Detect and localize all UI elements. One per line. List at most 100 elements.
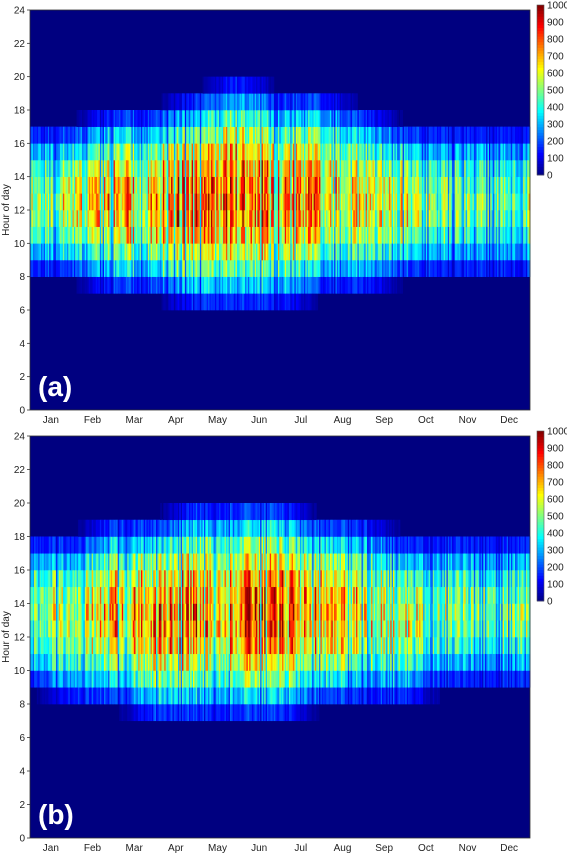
heatmap-cell	[339, 260, 342, 277]
heatmap-cell	[217, 126, 220, 144]
heatmap-cell	[251, 226, 254, 244]
heatmap-cell	[110, 637, 113, 655]
heatmap-cell	[488, 243, 491, 261]
heatmap-cell	[130, 603, 132, 621]
heatmap-cell	[508, 260, 510, 277]
heatmap-cell	[435, 143, 438, 161]
heatmap-cell	[56, 536, 58, 554]
heatmap-cell	[439, 160, 442, 177]
heatmap-cell	[365, 243, 368, 261]
heatmap-cell	[76, 603, 79, 621]
heatmap-cell	[51, 210, 54, 227]
heatmap-cell	[161, 243, 164, 261]
heatmap-cell	[135, 126, 138, 144]
heatmap-cell	[391, 126, 394, 144]
heatmap-cell	[316, 260, 319, 277]
heatmap-cell	[131, 570, 134, 588]
heatmap-cell	[57, 670, 60, 688]
heatmap-cell	[58, 570, 61, 588]
heatmap-cell	[469, 126, 472, 144]
heatmap-cell	[345, 143, 347, 161]
heatmap-cell	[117, 260, 120, 277]
heatmap-cell	[199, 293, 202, 311]
heatmap-cell	[42, 226, 45, 244]
heatmap-cell	[101, 226, 103, 244]
heatmap-cell	[208, 160, 210, 177]
heatmap-cell	[121, 126, 124, 144]
heatmap-cell	[475, 260, 477, 277]
heatmap-cell	[346, 110, 349, 127]
heatmap-cell	[160, 243, 162, 261]
heatmap-cell	[242, 226, 245, 244]
heatmap-cell	[79, 670, 82, 688]
heatmap-cell	[47, 586, 50, 604]
heatmap-cell	[397, 143, 399, 161]
heatmap-cell	[134, 670, 136, 688]
heatmap-cell	[173, 110, 176, 127]
heatmap-cell	[266, 76, 269, 94]
heatmap-cell	[350, 210, 353, 227]
heatmap-cell	[47, 603, 50, 621]
heatmap-cell	[106, 637, 109, 655]
heatmap-cell	[42, 570, 45, 588]
heatmap-cell	[257, 193, 260, 211]
heatmap-cell	[238, 293, 240, 311]
heatmap-cell	[132, 519, 135, 537]
heatmap-cell	[408, 226, 410, 244]
heatmap-cell	[82, 637, 84, 655]
heatmap-cell	[60, 670, 62, 688]
heatmap-cell	[38, 553, 40, 571]
heatmap-cell	[187, 243, 190, 261]
heatmap-cell	[323, 193, 325, 211]
heatmap-cell	[347, 126, 350, 144]
heatmap-cell	[339, 210, 342, 227]
heatmap-cell	[106, 653, 109, 671]
heatmap-cell	[358, 193, 361, 211]
heatmap-cell	[201, 293, 203, 311]
heatmap-cell	[82, 176, 84, 194]
heatmap-cell	[219, 293, 221, 311]
heatmap-cell	[34, 226, 36, 244]
heatmap-cell	[121, 637, 124, 655]
heatmap-cell	[265, 126, 268, 144]
heatmap-cell	[465, 193, 468, 211]
heatmap-cell	[239, 243, 242, 261]
heatmap-cell	[90, 620, 93, 638]
heatmap-cell	[464, 226, 467, 244]
heatmap-cell	[250, 210, 253, 227]
heatmap-cell	[501, 126, 503, 144]
heatmap-cell	[124, 553, 127, 571]
heatmap-cell	[401, 160, 403, 177]
heatmap-cell	[102, 210, 105, 227]
heatmap-cell	[66, 226, 69, 244]
heatmap-cell	[399, 176, 402, 194]
heatmap-cell	[234, 210, 236, 227]
heatmap-cell	[166, 293, 169, 311]
heatmap-cell	[412, 126, 414, 144]
heatmap-cell	[68, 586, 71, 604]
heatmap-cell	[243, 176, 246, 194]
heatmap-cell	[116, 570, 119, 588]
heatmap-cell	[271, 210, 273, 227]
heatmap-cell	[227, 126, 230, 144]
heatmap-cell	[186, 276, 188, 294]
heatmap-cell	[390, 243, 393, 261]
heatmap-cell	[65, 687, 68, 705]
heatmap-cell	[312, 293, 314, 311]
heatmap-cell	[350, 160, 353, 177]
heatmap-cell	[201, 260, 203, 277]
heatmap-cell	[94, 143, 97, 161]
heatmap-cell	[177, 210, 180, 227]
heatmap-cell	[357, 210, 360, 227]
heatmap-cell	[310, 93, 313, 111]
heatmap-cell	[253, 243, 256, 261]
heatmap-cell	[332, 210, 335, 227]
heatmap-cell	[321, 176, 324, 194]
heatmap-cell	[398, 126, 401, 144]
heatmap-cell	[283, 93, 286, 111]
heatmap-cell	[240, 260, 243, 277]
heatmap-cell	[293, 143, 295, 161]
heatmap-cell	[79, 243, 82, 261]
heatmap-cell	[156, 160, 158, 177]
heatmap-cell	[228, 143, 231, 161]
